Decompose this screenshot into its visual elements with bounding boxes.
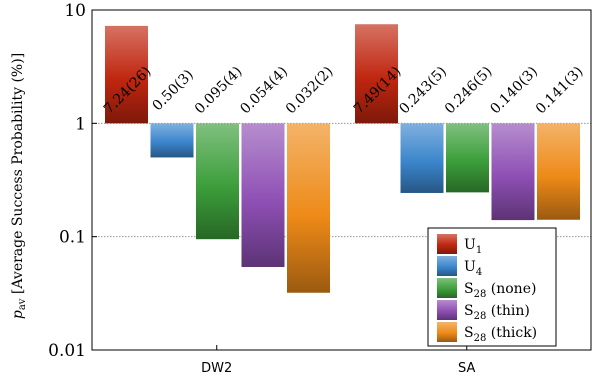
data-label: 0.054(4) — [237, 64, 291, 118]
data-label: 0.243(5) — [396, 64, 450, 118]
legend-label: S28 (thick) — [464, 325, 537, 344]
legend-label: S28 (thin) — [464, 303, 530, 322]
bar-sa-series-2 — [400, 123, 444, 193]
data-label: 0.095(4) — [192, 64, 246, 118]
data-label: 0.032(2) — [283, 64, 337, 118]
legend-swatch — [437, 278, 457, 298]
legend-swatch — [437, 300, 457, 320]
bar-dw2-series-2 — [150, 123, 194, 158]
bar-dw2-series-3 — [196, 123, 239, 240]
y-tick-label: 0.1 — [59, 228, 86, 248]
bar-sa-series-3 — [446, 123, 489, 193]
data-label: 0.246(5) — [442, 64, 496, 118]
plot-frame — [91, 9, 592, 351]
legend-label: U1 — [464, 237, 482, 256]
legend-swatch — [437, 322, 457, 342]
legend: U1 U4 S28 (none) S28 (thin) S28 (thick) — [427, 227, 557, 347]
y-axis-label-symbol: p — [10, 310, 26, 319]
y-axis-label-subscript: av — [17, 298, 28, 310]
x-tick-label: SA — [458, 361, 475, 376]
y-tick-label: 10 — [64, 1, 86, 21]
bar-dw2-series-4 — [241, 123, 285, 267]
y-axis-label-text: [Average Success Probability (%)] — [10, 53, 26, 299]
data-label: 0.141(3) — [533, 64, 587, 118]
bar-dw2-series-5 — [287, 123, 330, 293]
legend-label: U4 — [464, 259, 482, 278]
y-tick-label: 1 — [75, 114, 86, 134]
legend-label: S28 (none) — [464, 281, 536, 300]
data-label: 0.50(3) — [149, 67, 196, 114]
legend-swatch — [437, 234, 457, 254]
legend-swatch — [437, 256, 457, 276]
y-axis-label: pav [Average Success Probability (%)] — [10, 53, 28, 319]
bar-sa-series-5 — [537, 123, 580, 220]
data-label: 0.140(3) — [487, 64, 541, 118]
y-tick-label: 0.01 — [48, 341, 86, 361]
bar-sa-series-1 — [355, 24, 398, 124]
bar-dw2-series-1 — [105, 25, 148, 124]
x-tick-label: DW2 — [201, 361, 232, 376]
bar-sa-series-4 — [491, 123, 535, 221]
